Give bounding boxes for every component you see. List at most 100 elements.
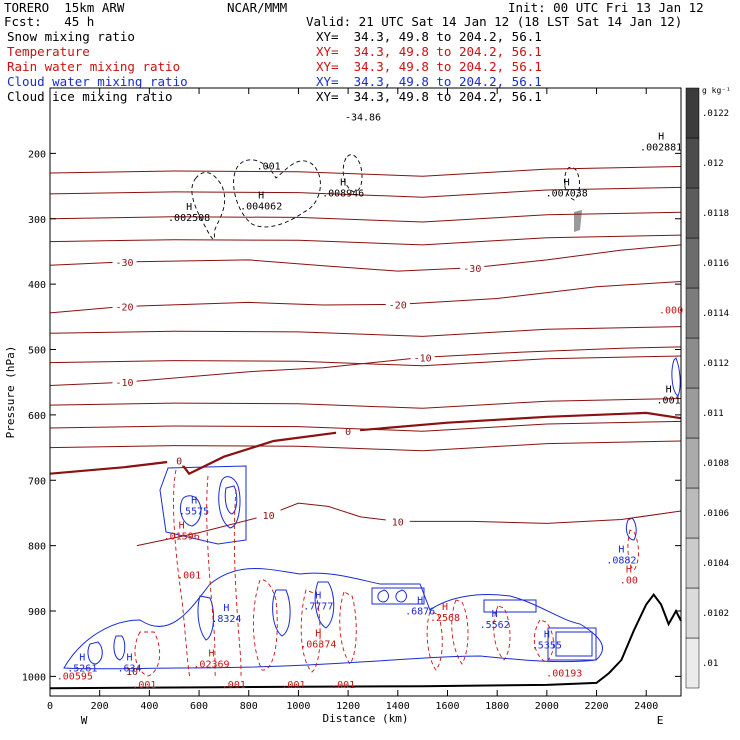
x-tick-label: 1600 (435, 701, 459, 712)
contour-label: .001 (222, 680, 246, 691)
max-marker: H (208, 649, 214, 660)
max-value-label: .004062 (240, 201, 282, 212)
x-tick-label: 400 (140, 701, 158, 712)
max-marker: H (442, 602, 448, 613)
contour-label: .00595 (57, 672, 93, 683)
colorbar: .01 .0102 .0104 .0106 .0108 .011 .0112 .0114 .01… (685, 86, 731, 689)
max-value-label: .5575 (179, 507, 209, 518)
endpoint-right-label: E (657, 714, 664, 727)
isotherm-line (50, 326, 681, 337)
isotherm-label: -20 (115, 302, 133, 313)
contour-label: .000 (659, 306, 683, 317)
snow-contour (342, 154, 363, 193)
cloud-contour (371, 587, 425, 605)
colorbar-tick-label: .0106 (702, 509, 729, 519)
max-value-label: .5261 (67, 664, 97, 675)
contour-label: .00193 (546, 668, 582, 679)
y-tick-label: 900 (28, 607, 46, 618)
field-xy-snow: XY= 34.3, 49.8 to 204.2, 56.1 (316, 29, 542, 44)
contour-label: .001 (257, 162, 281, 173)
isotherm-line (50, 420, 681, 432)
isotherm-label-bg (256, 508, 281, 520)
x-tick-label: 600 (190, 701, 208, 712)
field-contours (63, 154, 681, 679)
y-tick-label: 300 (28, 215, 46, 226)
rain-contour (206, 475, 217, 679)
rain-contour (533, 619, 554, 663)
snow-contour (191, 172, 226, 240)
max-marker: H (191, 496, 197, 507)
max-value-label: .8324 (211, 614, 241, 625)
axes: 0 200 400 600 800 1000 1200 1400 1600 1800 2000 220… (4, 87, 682, 727)
colorbar-tick-label: .0104 (702, 559, 729, 569)
model-title: TORERO 15km ARW (4, 0, 125, 15)
rain-contour (627, 529, 639, 571)
x-tick-label: 1000 (286, 701, 310, 712)
cloud-contour (113, 635, 126, 661)
terrain-line (49, 593, 682, 690)
max-marker: H (492, 609, 498, 620)
max-marker: H (666, 385, 672, 396)
rain-contour (339, 591, 357, 665)
isotherm-label: 10 (392, 517, 404, 528)
colorbar-tick-label: .0102 (702, 609, 729, 619)
max-marker: H (340, 177, 346, 188)
snow-contours (191, 154, 581, 240)
isotherm-label-bg (385, 298, 410, 310)
x-tick-label: 200 (91, 701, 109, 712)
x-tick-label: 1800 (485, 701, 509, 712)
isotherm-label-bg (410, 351, 435, 363)
max-marker: H (315, 628, 321, 639)
field-name-temperature: Temperature (7, 44, 90, 59)
colorbar-tick-label: .0114 (702, 309, 729, 319)
cloud-contour (197, 595, 214, 641)
isotherm-line (136, 502, 681, 547)
isotherm-line (50, 244, 681, 272)
field-xy-temperature: XY= 34.3, 49.8 to 204.2, 56.1 (316, 44, 542, 59)
forecast-hour: Fcst: 45 h (4, 14, 95, 29)
x-tick-label: 1400 (386, 701, 410, 712)
contour-label: -34.86 (345, 113, 381, 124)
isotherm-label: -30 (115, 258, 133, 269)
max-value-label: .002508 (168, 213, 210, 224)
field-xy-cloud-ice: XY= 34.3, 49.8 to 204.2, 56.1 (316, 89, 542, 104)
rain-contour (493, 605, 511, 661)
max-value-label: .2568 (430, 613, 460, 624)
colorbar-swatch (685, 237, 700, 289)
isotherm-line (50, 234, 681, 246)
max-marker: H (618, 545, 624, 556)
isotherm-label: 0 (345, 427, 351, 438)
isotherm-label-bg (112, 300, 137, 312)
colorbar-swatch (685, 537, 700, 589)
init-time: Init: 00 UTC Fri 13 Jan 12 (508, 0, 704, 15)
max-value-label: .008946 (322, 188, 364, 199)
isotherm-label-bg (167, 454, 192, 466)
colorbar-tick-label: .0118 (702, 209, 729, 219)
isotherm-label: -10 (414, 353, 432, 364)
y-tick-label: 200 (28, 149, 46, 160)
isotherm-line (50, 411, 681, 476)
y-axis-label: Pressure (hPa) (4, 346, 17, 439)
isotherm-line (50, 186, 681, 198)
max-marker: H (626, 564, 632, 575)
colorbar-tick-label: .0108 (702, 459, 729, 469)
max-value-label: .01596 (164, 532, 200, 543)
cloud-contour (179, 495, 202, 527)
cloud-water-contours (63, 357, 681, 670)
y-tick-label: 700 (28, 476, 46, 487)
cloud-contour (625, 517, 637, 541)
y-tick-label: 1000 (22, 672, 46, 683)
colorbar-swatch (685, 137, 700, 189)
contour-label: .001 (177, 570, 201, 581)
cloud-contour (272, 589, 291, 637)
max-value-label: .06374 (300, 639, 336, 650)
rain-contour (233, 489, 243, 679)
colorbar-swatch (685, 387, 700, 439)
cloud-contour (314, 581, 335, 629)
isotherm-line (50, 355, 681, 367)
rain-contour (253, 579, 278, 671)
isotherm-line (50, 440, 681, 452)
colorbar-swatch (685, 487, 700, 539)
contour-label: .001 (331, 680, 355, 691)
field-name-snow: Snow mixing ratio (7, 29, 135, 44)
